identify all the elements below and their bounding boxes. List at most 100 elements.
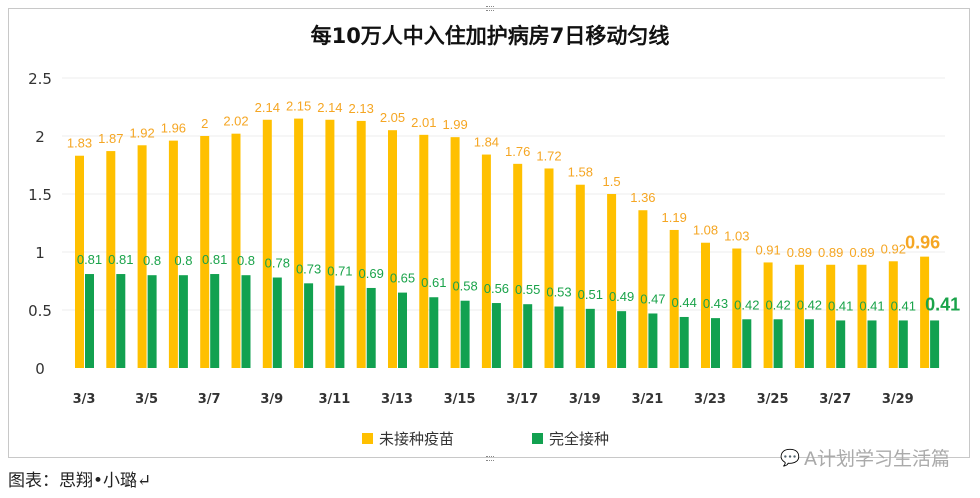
bar-unvaccinated	[356, 120, 366, 368]
data-label: 1.99	[442, 117, 467, 132]
data-label: 1.08	[693, 223, 718, 238]
bar-unvaccinated	[262, 119, 272, 368]
data-label: 0.61	[421, 275, 446, 290]
data-label: 0.8	[174, 253, 192, 268]
data-label: 0.55	[515, 282, 540, 297]
resize-handle-top[interactable]	[486, 6, 494, 11]
data-label: 0.41	[891, 298, 916, 313]
data-label: 2.05	[380, 110, 405, 125]
data-label: 1.5	[603, 174, 621, 189]
x-tick-label: 3/5	[135, 392, 158, 407]
x-tick-label: 3/29	[882, 392, 914, 407]
data-label: 0.91	[755, 242, 780, 257]
data-label: 1.87	[98, 131, 123, 146]
y-tick-label: 1	[35, 244, 45, 262]
data-label: 2.02	[223, 114, 248, 129]
bar-vaccinated	[335, 285, 345, 368]
resize-handle-bottom[interactable]	[486, 456, 494, 461]
bar-unvaccinated	[575, 184, 585, 368]
data-label: 0.44	[672, 295, 697, 310]
data-label: 0.41	[859, 298, 884, 313]
bar-unvaccinated	[888, 261, 898, 368]
x-tick-label: 3/23	[694, 392, 726, 407]
bar-vaccinated	[272, 277, 282, 368]
y-tick-label: 2.5	[28, 70, 52, 88]
data-label: 1.96	[161, 121, 186, 136]
x-tick-label: 3/17	[506, 392, 538, 407]
data-label: 1.58	[568, 165, 593, 180]
bar-unvaccinated	[200, 136, 210, 368]
bar-vaccinated	[366, 287, 376, 368]
x-tick-label: 3/13	[381, 392, 413, 407]
bar-vaccinated	[241, 275, 251, 368]
data-label: 0.47	[640, 291, 665, 306]
bar-vaccinated	[116, 274, 126, 368]
bar-vaccinated	[930, 320, 940, 368]
bar-unvaccinated	[231, 133, 241, 368]
bar-unvaccinated	[701, 242, 710, 368]
bar-unvaccinated	[794, 264, 804, 368]
bar-vaccinated	[147, 275, 157, 368]
legend-swatch	[532, 433, 543, 444]
bar-vaccinated	[429, 297, 439, 368]
legend-item-unvaccinated: 未接种疫苗	[362, 428, 454, 449]
x-tick-label: 3/3	[73, 392, 96, 407]
bar-vaccinated	[773, 319, 783, 368]
chart-frame	[8, 8, 970, 458]
data-label: 0.65	[390, 271, 415, 286]
data-label: 0.49	[609, 289, 634, 304]
data-label: 0.42	[797, 297, 822, 312]
bar-vaccinated	[304, 283, 314, 368]
watermark: 💬 A计划学习生活篇	[780, 444, 950, 471]
bar-vaccinated	[867, 320, 877, 368]
watermark-text: A计划学习生活篇	[804, 448, 950, 470]
data-label: 1.03	[724, 229, 749, 244]
data-label: 0.89	[849, 245, 874, 260]
data-label: 0.41	[828, 298, 853, 313]
data-label: 0.8	[143, 253, 161, 268]
bar-vaccinated	[178, 275, 188, 368]
data-label: 0.43	[703, 296, 728, 311]
data-label: 0.96	[905, 233, 940, 253]
data-label: 0.78	[265, 256, 290, 271]
data-label: 0.41	[925, 294, 960, 314]
data-label: 1.92	[129, 125, 154, 140]
wechat-icon: 💬	[780, 448, 800, 467]
bar-vaccinated	[617, 311, 627, 368]
bar-vaccinated	[804, 319, 814, 368]
data-label: 0.42	[734, 297, 759, 312]
data-label: 0.89	[818, 245, 843, 260]
bar-vaccinated	[711, 318, 720, 368]
bar-unvaccinated	[419, 134, 429, 368]
x-tick-label: 3/11	[318, 392, 350, 407]
bar-vaccinated	[460, 300, 470, 368]
bar-unvaccinated	[607, 194, 617, 368]
data-label: 1.72	[536, 148, 561, 163]
data-label: 2.14	[255, 100, 280, 115]
data-label: 0.53	[546, 285, 571, 300]
legend-label: 完全接种	[549, 430, 610, 448]
legend-swatch	[362, 433, 373, 444]
data-label: 0.69	[359, 266, 384, 281]
bar-unvaccinated	[294, 118, 304, 368]
chart-title: 每10万人中入住加护病房7日移动匀线	[310, 24, 670, 48]
data-label: 0.81	[202, 252, 227, 267]
data-label: 0.73	[296, 261, 321, 276]
data-label: 1.76	[505, 144, 530, 159]
bar-unvaccinated	[75, 155, 84, 368]
data-label: 2.15	[286, 99, 311, 114]
bar-unvaccinated	[826, 264, 836, 368]
bar-unvaccinated	[325, 119, 335, 368]
data-label: 0.51	[578, 287, 603, 302]
data-label: 0.92	[881, 241, 906, 256]
y-tick-label: 2	[35, 128, 45, 146]
data-label: 1.36	[630, 190, 655, 205]
x-tick-label: 3/19	[569, 392, 601, 407]
x-tick-label: 3/15	[444, 392, 476, 407]
bar-vaccinated	[585, 308, 595, 368]
bar-unvaccinated	[732, 248, 742, 368]
bar-vaccinated	[210, 274, 220, 368]
legend-item-vaccinated: 完全接种	[532, 428, 609, 449]
bar-vaccinated	[648, 313, 658, 368]
data-label: 1.83	[67, 136, 92, 151]
